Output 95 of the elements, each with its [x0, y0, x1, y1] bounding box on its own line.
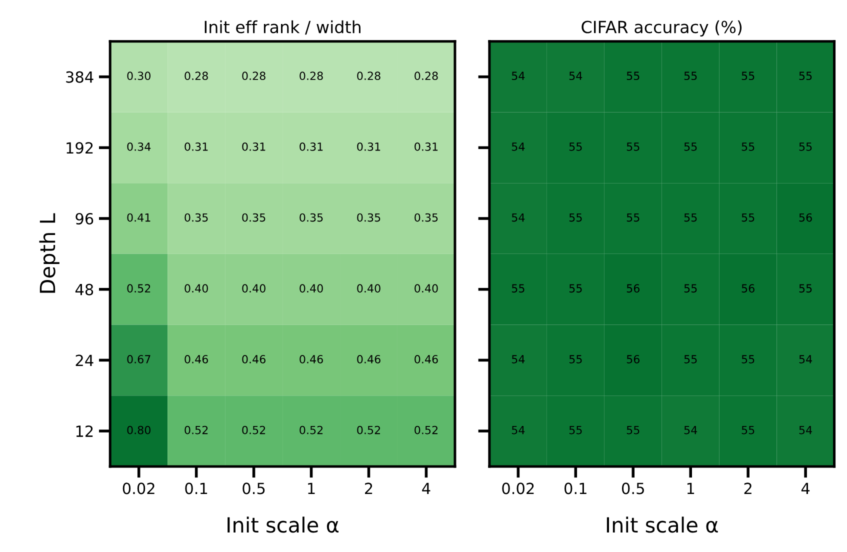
- data-label: 55: [742, 142, 754, 151]
- data-label: 54: [512, 142, 525, 151]
- y-tick-label: 96: [76, 212, 94, 225]
- data-label: 0.35: [414, 213, 438, 222]
- x-tick-label: 0.1: [564, 482, 586, 494]
- data-label: 0.40: [242, 284, 266, 293]
- data-label: 0.35: [184, 213, 208, 222]
- data-label: 55: [742, 213, 754, 222]
- x-tick-label: 2: [744, 482, 752, 494]
- data-label: 56: [626, 284, 640, 293]
- y-tick-label: 384: [66, 71, 94, 83]
- data-label: 0.31: [414, 142, 438, 151]
- y-axis-title: Depth L: [39, 213, 60, 293]
- data-label: 0.46: [300, 355, 323, 364]
- data-label: 0.28: [414, 72, 438, 80]
- data-label: 54: [512, 72, 525, 80]
- data-label: 55: [626, 72, 640, 80]
- data-label: 0.52: [414, 426, 438, 434]
- data-label: 0.28: [357, 72, 380, 80]
- data-label: 55: [626, 142, 640, 151]
- data-label: 56: [799, 213, 812, 222]
- data-label: 55: [684, 72, 697, 80]
- data-label: 0.35: [357, 213, 380, 222]
- data-label: 54: [512, 213, 525, 222]
- data-label: 54: [569, 72, 582, 80]
- data-label: 54: [684, 426, 698, 434]
- data-label: 0.35: [242, 213, 266, 222]
- data-label: 0.67: [127, 355, 150, 364]
- data-label: 54: [799, 355, 812, 364]
- data-label: 55: [742, 72, 754, 80]
- data-label: 55: [742, 355, 754, 364]
- y-tick-label: 12: [76, 425, 93, 437]
- data-label: 0.28: [184, 72, 208, 80]
- chart-title: Init eff rank / width: [204, 20, 360, 35]
- x-tick-label: 0.5: [622, 482, 644, 494]
- data-label: 0.46: [242, 355, 266, 364]
- x-tick-label: 0.1: [185, 482, 208, 494]
- data-label: 0.80: [127, 426, 150, 434]
- data-label: 55: [799, 142, 812, 151]
- data-label: 0.40: [414, 284, 438, 293]
- x-tick-label: 1: [308, 482, 315, 494]
- data-label: 0.52: [184, 426, 208, 434]
- data-label: 0.40: [357, 284, 380, 293]
- x-tick-label: 0.5: [242, 482, 265, 494]
- data-label: 55: [512, 284, 524, 293]
- x-axis-title: Init scale α: [606, 516, 718, 533]
- data-label: 0.31: [357, 142, 380, 151]
- data-label: 55: [684, 213, 697, 222]
- x-tick-label: 4: [801, 482, 810, 494]
- data-label: 55: [684, 284, 697, 293]
- data-label: 0.31: [184, 142, 208, 151]
- data-label: 0.46: [357, 355, 380, 364]
- data-label: 55: [569, 142, 582, 151]
- data-label: 55: [569, 213, 582, 222]
- x-axis-title: Init scale α: [228, 516, 339, 533]
- data-label: 0.40: [184, 284, 208, 293]
- data-label: 0.52: [127, 284, 150, 293]
- data-label: 55: [742, 426, 754, 434]
- data-label: 55: [569, 355, 582, 364]
- data-label: 56: [742, 284, 754, 293]
- data-label: 0.31: [242, 142, 266, 151]
- y-tick-label: 192: [66, 142, 93, 154]
- data-label: 55: [626, 213, 640, 222]
- x-tick-label: 4: [422, 482, 430, 494]
- data-label: 56: [626, 355, 640, 364]
- data-label: 0.34: [127, 142, 151, 151]
- data-label: 55: [626, 426, 640, 434]
- x-tick-label: 0.02: [122, 482, 154, 494]
- data-label: 54: [512, 355, 525, 364]
- x-tick-label: 1: [687, 482, 694, 494]
- data-label: 55: [799, 284, 812, 293]
- data-label: 0.35: [300, 213, 323, 222]
- data-label: 55: [684, 142, 697, 151]
- data-label: 0.52: [242, 426, 266, 434]
- data-label: 0.31: [300, 142, 323, 151]
- x-tick-label: 0.02: [502, 482, 534, 494]
- data-label: 0.40: [300, 284, 323, 293]
- y-tick-label: 48: [75, 284, 94, 296]
- chart-title: CIFAR accuracy (%): [582, 20, 742, 37]
- data-label: 55: [684, 355, 697, 364]
- y-tick-label: 24: [76, 354, 94, 366]
- data-label: 0.30: [127, 72, 150, 80]
- data-label: 0.52: [357, 426, 380, 434]
- data-label: 54: [512, 426, 525, 434]
- x-tick-label: 2: [365, 482, 372, 494]
- data-label: 0.28: [300, 72, 323, 80]
- data-label: 0.46: [184, 355, 208, 364]
- data-label: 0.28: [242, 72, 266, 80]
- data-label: 0.46: [414, 355, 438, 364]
- data-label: 55: [799, 72, 812, 80]
- data-label: 54: [799, 426, 812, 434]
- data-label: 55: [569, 284, 582, 293]
- data-label: 0.41: [127, 213, 150, 222]
- data-label: 0.52: [300, 426, 323, 434]
- data-label: 55: [569, 426, 582, 434]
